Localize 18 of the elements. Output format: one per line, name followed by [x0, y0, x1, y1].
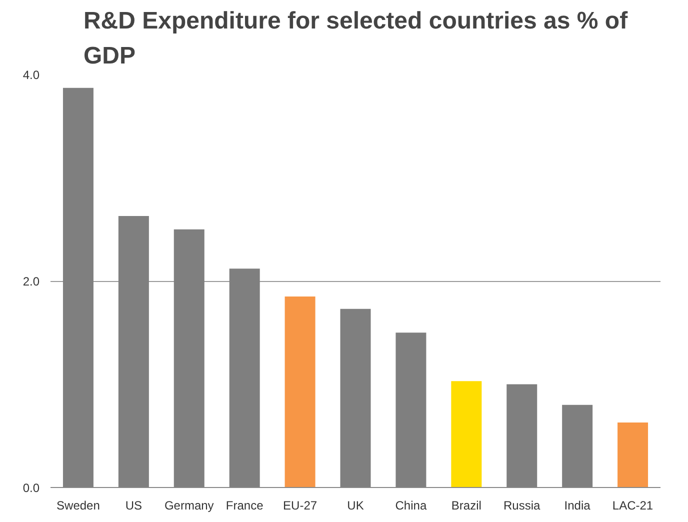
x-tick-label: UK: [347, 498, 364, 512]
x-tick-label: EU-27: [283, 498, 318, 512]
x-tick-label: US: [125, 498, 142, 512]
y-tick-label: 2.0: [22, 274, 40, 288]
bar: [284, 296, 316, 488]
x-tick-label: France: [226, 498, 264, 512]
x-tick-label: Germany: [164, 498, 214, 512]
bar: [618, 422, 648, 488]
chart-title: R&D Expenditure for selected countries as % of GDP: [83, 7, 629, 70]
bar: [451, 381, 482, 488]
x-tick-label: Brazil: [451, 498, 482, 512]
x-tick-label: LAC-21: [612, 498, 654, 512]
x-tick-label: India: [564, 498, 591, 512]
x-tick-label: Russia: [504, 498, 541, 512]
x-tick-label: China: [395, 498, 427, 512]
x-tick-label: Sweden: [56, 498, 100, 512]
y-tick-label: 0.0: [22, 481, 40, 495]
y-tick-label: 4.0: [22, 68, 40, 82]
